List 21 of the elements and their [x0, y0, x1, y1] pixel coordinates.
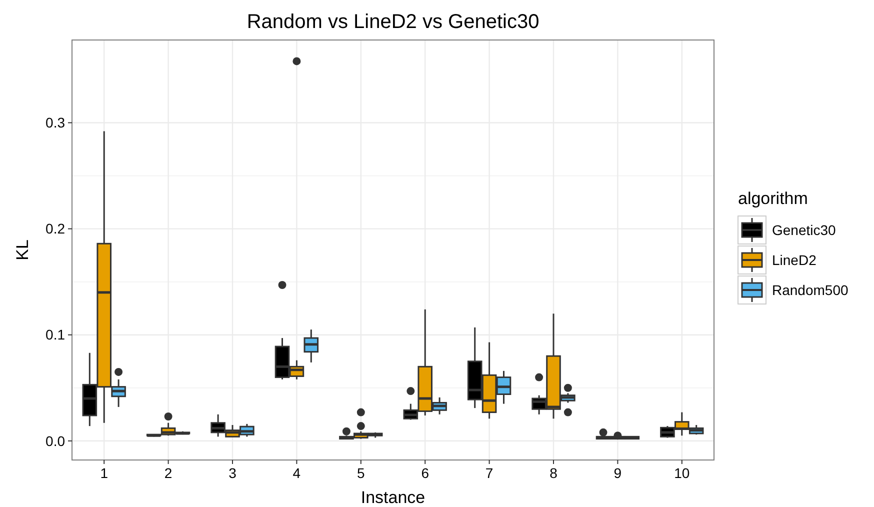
x-tick-label: 1: [100, 465, 108, 481]
legend-title: algorithm: [738, 189, 808, 208]
x-tick-label: 10: [674, 465, 690, 481]
y-tick-label: 0.3: [46, 114, 66, 131]
x-tick-label: 3: [228, 465, 237, 481]
chart-title: Random vs LineD2 vs Genetic30: [246, 11, 540, 33]
legend-label: Genetic30: [772, 222, 836, 238]
x-tick-label: 4: [292, 465, 301, 481]
y-tick-label: 0.1: [46, 326, 66, 343]
y-axis-title: KL: [13, 240, 32, 260]
legend-label: Random500: [772, 282, 848, 298]
x-tick-label: 2: [164, 465, 172, 481]
x-tick-label: 6: [421, 465, 430, 481]
y-tick-label: 0.2: [46, 220, 66, 237]
x-tick-label: 7: [485, 465, 494, 481]
x-tick-label: 8: [550, 465, 558, 481]
x-tick-label: 9: [614, 465, 622, 481]
y-tick-label: 0.0: [46, 432, 66, 449]
x-tick-label: 5: [357, 465, 365, 481]
legend-label: LineD2: [772, 252, 817, 268]
x-axis-title: Instance: [360, 488, 426, 507]
